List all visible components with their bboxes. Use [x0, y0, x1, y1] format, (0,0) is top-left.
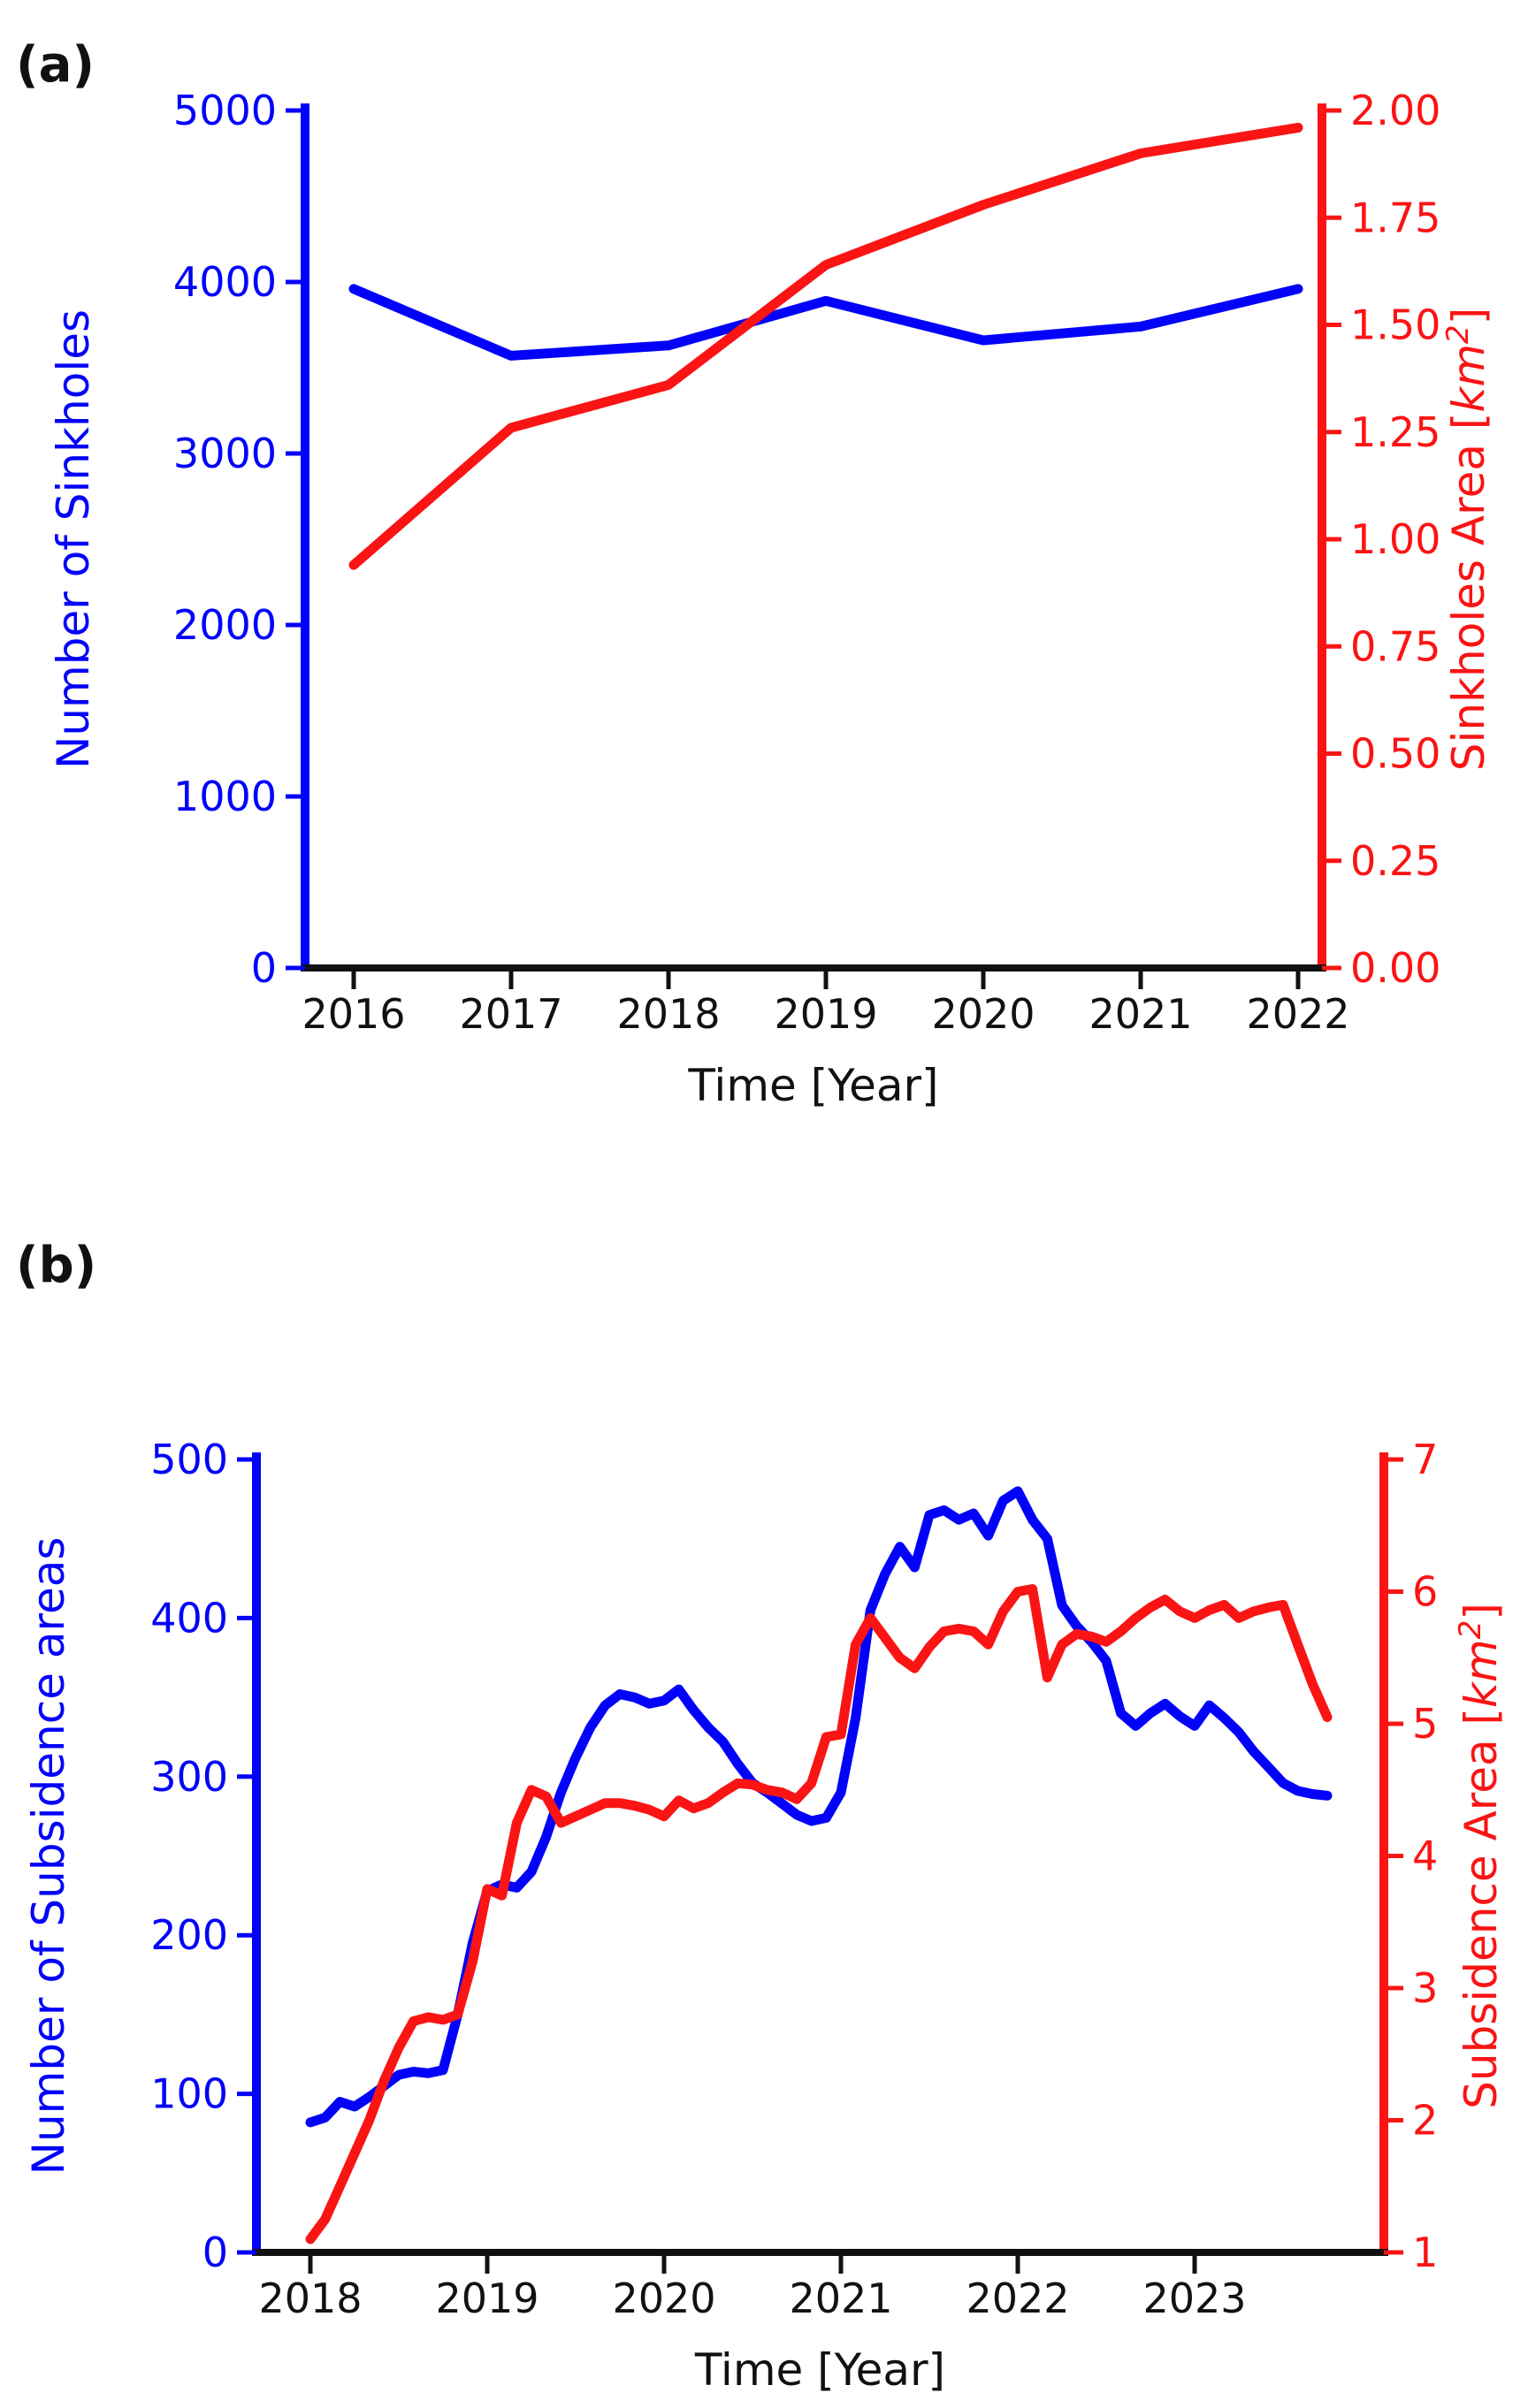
y-axis-right-tick-label: 4	[1412, 1833, 1438, 1880]
y-axis-left-tick-label: 2000	[173, 601, 277, 649]
x-axis-tick-label: 2019	[774, 990, 877, 1038]
y-axis-left-tick-label: 300	[150, 1753, 228, 1801]
x-axis-tick-label: 2017	[459, 990, 562, 1038]
y-axis-right-tick-label: 2.00	[1350, 87, 1440, 134]
panel-b-chart: (b) 0 100 200 300 400 500 1 2 3 4 5 6 7 2018 2019 2020 20…	[16, 1237, 1507, 2396]
y-axis-left-tick-label: 4000	[173, 258, 277, 306]
y-axis-left-tick-label: 1000	[173, 773, 277, 820]
x-axis-tick-label: 2018	[258, 2275, 362, 2322]
y-axis-right-tick-label: 7	[1412, 1436, 1438, 1483]
y-axis-left-tick-label: 400	[150, 1594, 228, 1642]
y-axis-right-tick-label: 0.00	[1350, 944, 1440, 992]
x-axis-tick-label: 2021	[1089, 990, 1192, 1038]
y-axis-right-tick-label: 6	[1412, 1568, 1438, 1616]
x-axis-title: Time [Year]	[687, 1060, 938, 1111]
y-axis-right-tick-label: 1.25	[1350, 408, 1440, 456]
y-axis-left-tick-label: 100	[150, 2070, 228, 2118]
x-axis-tick-label: 2018	[616, 990, 720, 1038]
y-axis-right-tick-label: 3	[1412, 1964, 1438, 2012]
y-axis-right-title: Sinkholes Area [km2]	[1440, 308, 1494, 771]
y-axis-left-tick-label: 5000	[173, 87, 277, 134]
y-axis-right-tick-label: 1.00	[1350, 515, 1440, 563]
series-line-number-of-subsidence-areas	[305, 1486, 1333, 2128]
y-axis-left-tick-label: 0	[202, 2229, 228, 2276]
series-line-number-of-sinkholes	[348, 284, 1303, 361]
x-axis-tick-label: 2022	[966, 2275, 1069, 2322]
x-axis-title: Time [Year]	[694, 2344, 945, 2396]
y-axis-left-tick-label: 3000	[173, 430, 277, 477]
y-axis-left-title: Number of Subsidence areas	[23, 1537, 74, 2176]
panel-label: (a)	[16, 36, 95, 94]
y-axis-right-tick-label: 1	[1412, 2229, 1438, 2276]
x-axis-tick-label: 2023	[1142, 2275, 1246, 2322]
panel-label: (b)	[16, 1237, 96, 1294]
series-line-sinkholes-area	[348, 122, 1303, 570]
y-axis-right-title: Subsidence Area [km2]	[1453, 1603, 1507, 2109]
y-axis-right-tick-label: 0.25	[1350, 837, 1440, 885]
y-axis-right-tick-label: 1.50	[1350, 301, 1440, 349]
y-axis-left-tick-label: 500	[150, 1436, 228, 1483]
y-axis-left-tick-label: 0	[251, 944, 277, 992]
y-axis-left-title: Number of Sinkholes	[48, 309, 99, 769]
panel-a-chart: (a) 0 1000 2000 3000 4000 5000 0.00 0.25 0.50 0.75…	[16, 36, 1494, 1111]
x-axis-tick-label: 2021	[789, 2275, 892, 2322]
y-axis-right-tick-label: 0.50	[1350, 730, 1440, 778]
x-axis-tick-label: 2022	[1246, 990, 1349, 1038]
x-axis-tick-label: 2016	[302, 990, 405, 1038]
y-axis-right-tick-label: 2	[1412, 2097, 1438, 2145]
y-axis-right-tick-label: 5	[1412, 1700, 1438, 1748]
x-axis-tick-label: 2020	[612, 2275, 715, 2322]
y-axis-left-tick-label: 200	[150, 1911, 228, 1959]
x-axis-tick-label: 2020	[931, 990, 1035, 1038]
y-axis-right-tick-label: 1.75	[1350, 194, 1440, 241]
series-line-subsidence-area	[305, 1584, 1333, 2244]
y-axis-right-tick-label: 0.75	[1350, 622, 1440, 670]
x-axis-tick-label: 2019	[435, 2275, 539, 2322]
